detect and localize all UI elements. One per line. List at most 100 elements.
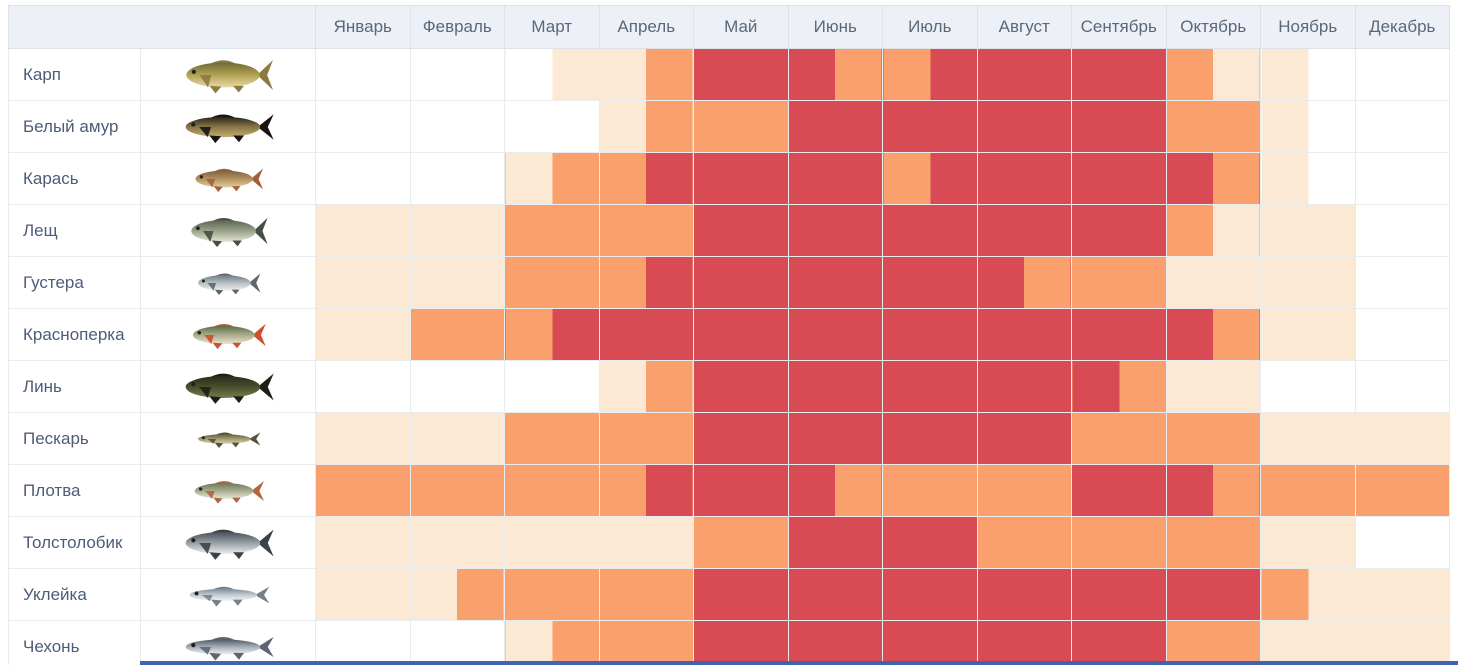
activity-cell <box>976 412 1072 465</box>
fish-body <box>189 588 258 601</box>
fish-pelvic-fin <box>214 289 224 295</box>
activity-cell <box>976 256 1072 309</box>
fish-row: Пескарь <box>8 412 1450 465</box>
fish-image-cell <box>140 360 316 413</box>
activity-cell <box>882 48 978 101</box>
activity-cell <box>1071 100 1167 153</box>
fish-eye <box>191 69 196 74</box>
fish-pelvic-fin <box>213 185 223 192</box>
fish-row: Карп <box>8 48 1450 101</box>
activity-cell <box>1260 100 1356 153</box>
activity-cell <box>409 204 505 257</box>
activity-cell <box>787 620 883 665</box>
activity-cell <box>693 360 789 413</box>
fish-eye <box>197 330 202 334</box>
activity-cell <box>504 256 600 309</box>
activity-cell <box>1260 568 1356 621</box>
fish-pectoral-fin <box>203 230 214 242</box>
activity-cell <box>1260 464 1356 517</box>
activity-cell <box>1071 360 1167 413</box>
activity-cell <box>1165 568 1261 621</box>
activity-cell <box>504 412 600 465</box>
fish-tail <box>257 528 274 557</box>
fish-row: Красноперка <box>8 308 1450 361</box>
month-header: Ноябрь <box>1260 5 1356 49</box>
activity-cell <box>787 256 883 309</box>
activity-cell <box>787 360 883 413</box>
activity-cell <box>976 620 1072 665</box>
activity-cell <box>976 308 1072 361</box>
fish-pelvic-fin <box>211 599 222 606</box>
bottom-blue-bar <box>140 661 1458 665</box>
activity-cell <box>1354 308 1450 361</box>
activity-cell <box>976 516 1072 569</box>
activity-cell <box>598 256 694 309</box>
fish-row: Плотва <box>8 464 1450 517</box>
fish-body <box>185 375 261 398</box>
activity-cell <box>598 48 694 101</box>
activity-cell <box>409 308 505 361</box>
fish-pelvic-fin <box>209 134 222 143</box>
activity-cell <box>409 568 505 621</box>
activity-cell <box>693 100 789 153</box>
activity-cell <box>315 100 411 153</box>
activity-cell <box>1260 256 1356 309</box>
activity-cell <box>1354 152 1450 205</box>
fish-pectoral-fin <box>199 386 212 398</box>
fish-image-cell <box>140 412 316 465</box>
table-body: Карп Белый амур Карась Лещ Густера <box>8 48 1450 665</box>
activity-cell <box>409 412 505 465</box>
activity-cell <box>1165 620 1261 665</box>
activity-cell <box>1071 620 1167 665</box>
fish-eye <box>191 642 196 647</box>
activity-cell <box>315 568 411 621</box>
fish-tail <box>252 323 266 346</box>
activity-cell <box>693 256 789 309</box>
fish-name-label: Карась <box>8 152 141 205</box>
fish-row: Чехонь <box>8 620 1450 665</box>
activity-cell <box>1165 516 1261 569</box>
month-header: Июль <box>882 5 978 49</box>
fish-image-cell <box>140 308 316 361</box>
month-header: Апрель <box>598 5 694 49</box>
activity-cell <box>409 620 505 665</box>
activity-cell <box>693 204 789 257</box>
fish-name-label: Лещ <box>8 204 141 257</box>
activity-cell <box>1165 100 1261 153</box>
activity-cell <box>882 464 978 517</box>
fish-image-cell <box>140 516 316 569</box>
activity-cell <box>409 516 505 569</box>
activity-cell <box>504 516 600 569</box>
activity-cell <box>1071 152 1167 205</box>
activity-cell <box>1165 464 1261 517</box>
activity-cell <box>1165 152 1261 205</box>
fish-pectoral-fin <box>199 74 212 87</box>
fish-image-cell <box>140 204 316 257</box>
activity-cell <box>315 516 411 569</box>
activity-cell <box>1165 412 1261 465</box>
activity-cell <box>882 308 978 361</box>
fish-tail <box>257 113 274 140</box>
activity-cell <box>787 464 883 517</box>
fish-tail <box>251 480 264 501</box>
activity-cell <box>315 152 411 205</box>
fish-illustration <box>195 168 264 192</box>
activity-cell <box>1260 308 1356 361</box>
month-header: Октябрь <box>1165 5 1261 49</box>
month-header: Сентябрь <box>1071 5 1167 49</box>
activity-cell <box>1071 412 1167 465</box>
fish-body <box>193 325 255 344</box>
activity-cell <box>409 100 505 153</box>
activity-cell <box>1260 204 1356 257</box>
fish-pelvic-fin <box>209 652 222 661</box>
fish-body <box>185 116 261 137</box>
fish-anal-fin <box>232 342 242 348</box>
fish-anal-fin <box>233 134 245 142</box>
fish-eye <box>201 435 205 439</box>
activity-cell <box>1071 464 1167 517</box>
fish-image-cell <box>140 256 316 309</box>
fish-image-cell <box>140 100 316 153</box>
activity-cell <box>1354 100 1450 153</box>
fish-pectoral-fin <box>201 594 213 601</box>
